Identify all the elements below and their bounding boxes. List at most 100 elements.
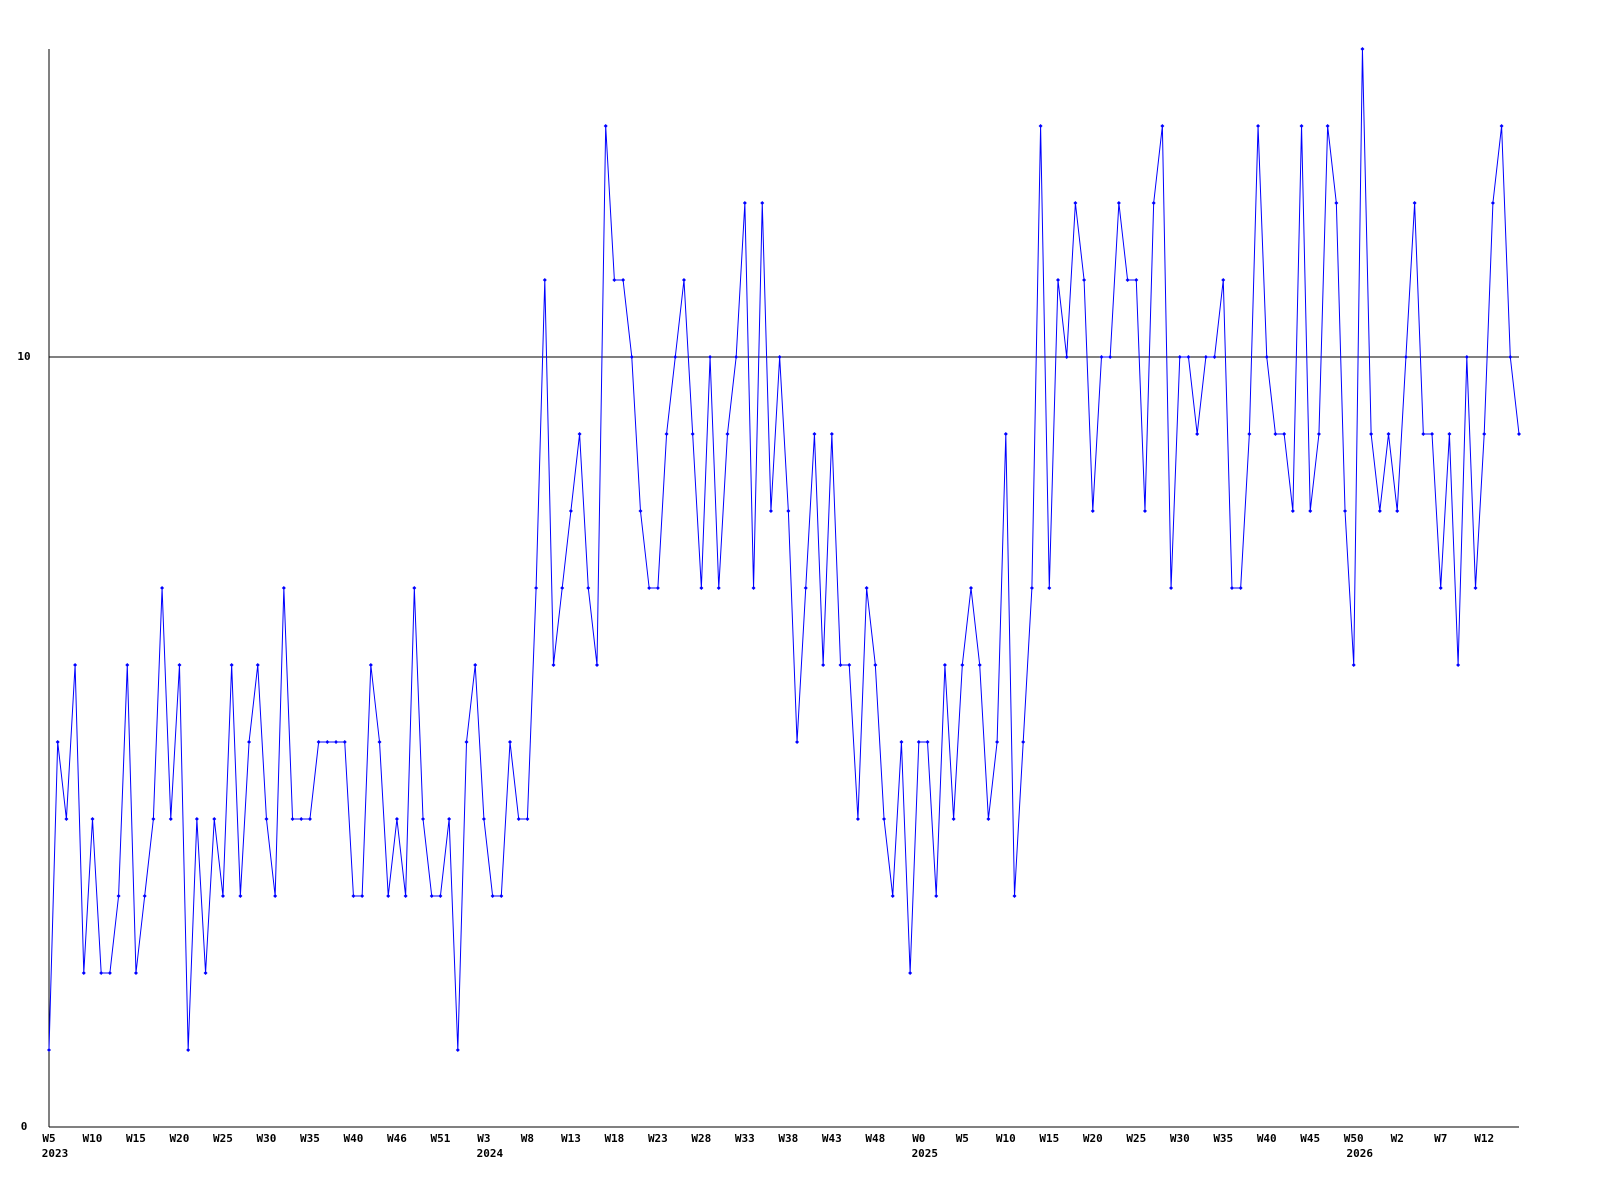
point-marker bbox=[1430, 432, 1435, 436]
point-marker bbox=[812, 432, 817, 436]
point-marker bbox=[1325, 124, 1330, 128]
point-marker bbox=[421, 817, 426, 821]
point-marker bbox=[229, 663, 234, 667]
point-marker bbox=[90, 817, 95, 821]
point-marker bbox=[238, 894, 243, 898]
point-marker bbox=[186, 1048, 191, 1052]
point-marker bbox=[1212, 355, 1217, 359]
point-marker bbox=[1517, 432, 1521, 436]
point-marker bbox=[1273, 432, 1278, 436]
point-marker bbox=[1456, 663, 1461, 667]
point-marker bbox=[1125, 278, 1130, 282]
point-marker bbox=[1490, 201, 1495, 205]
point-marker bbox=[360, 894, 365, 898]
point-marker bbox=[725, 432, 730, 436]
point-marker bbox=[1447, 432, 1452, 436]
point-marker bbox=[699, 586, 704, 590]
point-marker bbox=[1334, 201, 1339, 205]
x-tick-label: W25 bbox=[1126, 1132, 1146, 1145]
point-marker bbox=[64, 817, 69, 821]
point-marker bbox=[1395, 509, 1400, 513]
point-marker bbox=[55, 740, 60, 744]
point-marker bbox=[916, 740, 921, 744]
point-marker bbox=[1316, 432, 1321, 436]
point-marker bbox=[1108, 355, 1113, 359]
x-tick-label: W13 bbox=[561, 1132, 581, 1145]
point-marker bbox=[1099, 355, 1104, 359]
point-marker bbox=[133, 971, 138, 975]
point-marker bbox=[995, 740, 1000, 744]
point-marker bbox=[490, 894, 495, 898]
point-marker bbox=[73, 663, 78, 667]
point-marker bbox=[560, 586, 565, 590]
point-marker bbox=[951, 817, 956, 821]
point-marker bbox=[1369, 432, 1374, 436]
point-marker bbox=[1047, 586, 1052, 590]
point-marker bbox=[1238, 586, 1243, 590]
point-marker bbox=[1247, 432, 1252, 436]
x-tick-label: W3 bbox=[477, 1132, 490, 1145]
point-marker bbox=[116, 894, 121, 898]
x-tick-label: W43 bbox=[822, 1132, 842, 1145]
point-marker bbox=[934, 894, 939, 898]
point-marker bbox=[925, 740, 930, 744]
point-marker bbox=[821, 663, 826, 667]
point-marker bbox=[742, 201, 747, 205]
point-marker bbox=[168, 817, 173, 821]
x-tick-label: W7 bbox=[1434, 1132, 1447, 1145]
point-marker bbox=[655, 586, 660, 590]
x-tick-label: W40 bbox=[344, 1132, 364, 1145]
point-marker bbox=[447, 817, 452, 821]
point-marker bbox=[1064, 355, 1069, 359]
point-marker bbox=[151, 817, 156, 821]
point-marker bbox=[1299, 124, 1304, 128]
point-marker bbox=[1177, 355, 1182, 359]
point-marker bbox=[508, 740, 513, 744]
point-marker bbox=[351, 894, 356, 898]
point-marker bbox=[864, 586, 869, 590]
point-marker bbox=[316, 740, 321, 744]
point-marker bbox=[273, 894, 278, 898]
point-marker bbox=[855, 817, 860, 821]
x-tick-label: W51 bbox=[430, 1132, 450, 1145]
point-marker bbox=[386, 894, 391, 898]
point-marker bbox=[603, 124, 608, 128]
point-marker bbox=[464, 740, 469, 744]
x-tick-label: W23 bbox=[648, 1132, 668, 1145]
point-marker bbox=[890, 894, 895, 898]
x-year-label: 2026 bbox=[1346, 1147, 1373, 1160]
point-marker bbox=[1029, 586, 1034, 590]
x-tick-label: W20 bbox=[1083, 1132, 1103, 1145]
point-marker bbox=[81, 971, 86, 975]
point-marker bbox=[281, 586, 286, 590]
point-marker bbox=[1195, 432, 1200, 436]
point-marker bbox=[438, 894, 443, 898]
point-marker bbox=[734, 355, 739, 359]
point-marker bbox=[803, 586, 808, 590]
point-marker bbox=[1229, 586, 1234, 590]
point-marker bbox=[899, 740, 904, 744]
point-marker bbox=[534, 586, 539, 590]
point-marker bbox=[969, 586, 974, 590]
x-tick-label: W8 bbox=[521, 1132, 534, 1145]
x-tick-label: W33 bbox=[735, 1132, 755, 1145]
series-line bbox=[48, 48, 1520, 1051]
y-tick-label: 0 bbox=[21, 1120, 28, 1133]
point-marker bbox=[612, 278, 617, 282]
point-marker bbox=[1351, 663, 1356, 667]
point-marker bbox=[1038, 124, 1043, 128]
point-marker bbox=[708, 355, 713, 359]
point-marker bbox=[1073, 201, 1078, 205]
point-marker bbox=[1055, 278, 1060, 282]
point-marker bbox=[673, 355, 678, 359]
point-marker bbox=[1421, 432, 1426, 436]
point-marker bbox=[542, 278, 547, 282]
point-marker bbox=[551, 663, 556, 667]
point-marker bbox=[1403, 355, 1408, 359]
point-marker bbox=[977, 663, 982, 667]
point-marker bbox=[203, 971, 208, 975]
point-marker bbox=[290, 817, 295, 821]
point-marker bbox=[177, 663, 182, 667]
x-tick-label: W10 bbox=[996, 1132, 1016, 1145]
x-tick-label: W30 bbox=[257, 1132, 277, 1145]
